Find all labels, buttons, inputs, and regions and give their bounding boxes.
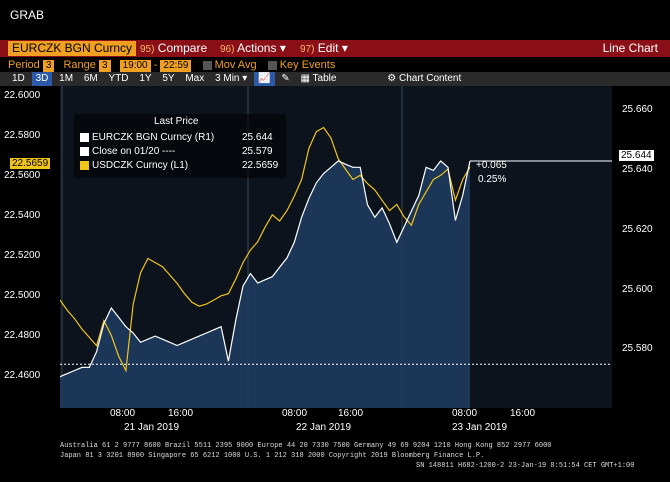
legend[interactable]: Last Price EURCZK BGN Curncy (R1) 25.644… (74, 114, 286, 178)
actions-number: 96) (220, 44, 235, 55)
tf-1m[interactable]: 1M (59, 73, 74, 84)
table-label: Table (312, 73, 337, 84)
actions-button[interactable]: 96) Actions ▾ (220, 41, 286, 56)
compare-label: Compare (157, 41, 208, 55)
right-tick-label: 25.580 (622, 343, 653, 354)
footer-line-3: SN 148811 H682-1200-2 23-Jan-19 8:51:54 … (416, 462, 635, 470)
legend-r1-name: EURCZK BGN Curncy (R1) (92, 132, 215, 143)
mov-avg-label: Mov Avg (214, 59, 257, 71)
left-tick-label: 22.6000 (4, 90, 41, 101)
r1-line (59, 160, 471, 378)
r1-value-tag: 25.644 (619, 150, 654, 161)
legend-l1-value: 22.5659 (242, 160, 279, 171)
interval-select[interactable]: 3 Min ▾ (211, 72, 251, 86)
left-tick-label: 22.4600 (4, 370, 41, 381)
table-icon: ▦ (300, 73, 310, 84)
left-tick-label: 22.5000 (4, 290, 41, 301)
left-tick-label: 22.4800 (4, 330, 41, 341)
security-name[interactable]: EURCZK BGN Curncy (8, 41, 137, 56)
tf-1y[interactable]: 1Y (139, 73, 152, 84)
tf-3d[interactable]: 3D (31, 72, 53, 86)
chevron-down-icon: ▾ (341, 41, 348, 55)
tf-max[interactable]: Max (185, 73, 205, 84)
legend-r1: EURCZK BGN Curncy (R1) (80, 132, 214, 143)
toolbar: 1D 3D 1M 6M YTD 1Y 5Y Max 3 Min ▾ 📈 ✎ ▦ … (0, 72, 670, 86)
footer-line-1: Australia 61 2 9777 8600 Brazil 5511 239… (60, 442, 552, 450)
table-button[interactable]: ▦ Table (296, 72, 340, 86)
gear-icon: ⚙ (387, 73, 397, 84)
settings-row: Period 3 Range 3 19:00 - 22:59 Mov Avg K… (0, 58, 670, 72)
range-input[interactable]: 3 (98, 60, 111, 72)
l1-value-tag: 22.5659 (10, 158, 51, 169)
close-swatch (80, 146, 89, 156)
price-chart[interactable] (59, 86, 612, 408)
left-tick-label: 22.5400 (4, 210, 41, 221)
mov-avg-checkbox[interactable] (202, 60, 212, 70)
period-label: Period (8, 59, 40, 71)
chart-content-label: Chart Content (398, 73, 462, 84)
l1-line (59, 126, 471, 373)
chart-content-button[interactable]: ⚙ Chart Content (383, 72, 465, 86)
left-tick-label: 22.5600 (4, 170, 41, 181)
legend-title: Last Price (154, 116, 199, 127)
chevron-down-icon: ▾ (279, 41, 286, 55)
x-time-label: 08:00 (110, 408, 136, 419)
edit-number: 97) (300, 44, 315, 55)
x-date-label: 23 Jan 2019 (452, 422, 508, 433)
end-time-input[interactable]: 22:59 (160, 60, 192, 72)
grab-label[interactable]: GRAB (10, 8, 45, 22)
left-tick-label: 22.5200 (4, 250, 41, 261)
tf-5y[interactable]: 5Y (162, 73, 175, 84)
tf-1d[interactable]: 1D (12, 73, 25, 84)
x-date-label: 21 Jan 2019 (124, 422, 180, 433)
legend-close-value: 25.579 (242, 146, 273, 157)
key-events-label: Key Events (279, 59, 336, 71)
change-value: +0.065 (476, 160, 507, 171)
right-tick-label: 25.620 (622, 224, 653, 235)
actions-label: Actions (237, 41, 277, 55)
right-tick-label: 25.660 (622, 104, 653, 115)
change-percent: 0.25% (478, 174, 507, 185)
r1-swatch (80, 132, 89, 142)
x-time-label: 08:00 (282, 408, 308, 419)
chevron-down-icon: ▾ (242, 73, 248, 84)
footer-line-2: Japan 81 3 3201 8900 Singapore 65 6212 1… (60, 452, 485, 460)
x-time-label: 16:00 (168, 408, 194, 419)
x-time-label: 16:00 (338, 408, 364, 419)
right-tick-label: 25.640 (622, 164, 653, 175)
l1-swatch (80, 160, 89, 170)
pencil-icon[interactable]: ✎ (281, 73, 290, 84)
interval-label: 3 Min (215, 73, 240, 84)
range-label: Range (63, 59, 96, 71)
chart-area[interactable] (59, 86, 612, 408)
legend-l1-name: USDCZK Curncy (L1) (92, 160, 189, 171)
edit-button[interactable]: 97) Edit ▾ (300, 41, 348, 56)
left-tick-label: 22.5800 (4, 130, 41, 141)
edit-label: Edit (317, 41, 339, 55)
x-time-label: 08:00 (452, 408, 478, 419)
r1-area (60, 161, 470, 408)
compare-number: 95) (140, 44, 155, 55)
period-input[interactable]: 3 (42, 60, 55, 72)
chart-type-label: Line Chart (602, 41, 658, 55)
compare-button[interactable]: 95) Compare (140, 41, 207, 56)
right-tick-label: 25.600 (622, 284, 653, 295)
x-time-label: 16:00 (510, 408, 536, 419)
legend-r1-value: 25.644 (242, 132, 273, 143)
key-events-checkbox[interactable] (267, 60, 277, 70)
legend-close: Close on 01/20 ---- (80, 146, 175, 157)
line-chart-icon[interactable]: 📈 (254, 72, 275, 86)
tf-6m[interactable]: 6M (83, 73, 98, 84)
start-time-input[interactable]: 19:00 (119, 60, 151, 72)
range-separator-icon: - (153, 59, 158, 71)
x-date-label: 22 Jan 2019 (296, 422, 352, 433)
legend-l1: USDCZK Curncy (L1) (80, 160, 188, 171)
legend-close-name: Close on 01/20 ---- (92, 146, 176, 157)
tf-ytd[interactable]: YTD (108, 73, 129, 84)
title-bar (0, 40, 670, 57)
